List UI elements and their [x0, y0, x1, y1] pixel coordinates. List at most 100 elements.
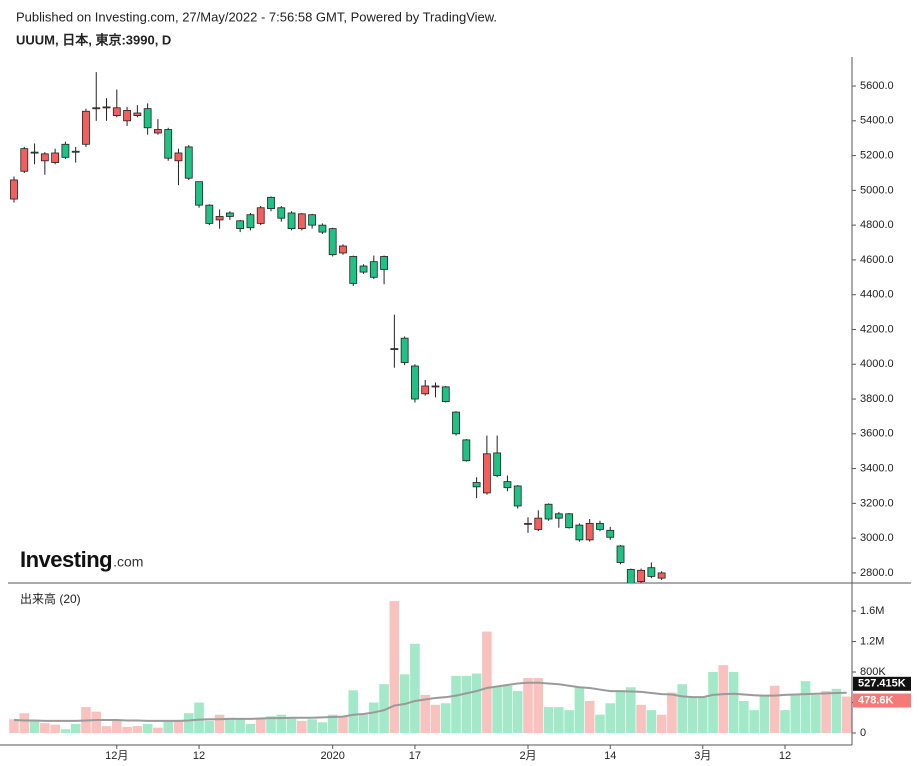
volume-bar — [780, 710, 790, 734]
y-tick-label: 2800.0 — [860, 567, 894, 579]
volume-bar — [769, 685, 780, 734]
volume-bar — [543, 707, 554, 734]
volume-bar — [194, 702, 204, 734]
volume-bar — [430, 704, 441, 734]
volume-bar — [338, 716, 348, 734]
volume-bar — [821, 691, 831, 734]
volume-bar — [533, 678, 544, 734]
volume-bar — [317, 722, 328, 734]
candle-body — [441, 386, 450, 403]
y-tick-label: 4800.0 — [860, 219, 894, 231]
volume-bar — [512, 691, 523, 734]
candle-body — [123, 109, 131, 122]
volume-bar — [132, 726, 143, 734]
x-tick-label: 12 — [193, 750, 205, 762]
ma-last-label-bg — [853, 676, 911, 691]
candle-body — [349, 256, 358, 284]
candle-body — [462, 439, 471, 462]
volume-bar — [749, 710, 759, 734]
volume-bar — [790, 694, 801, 734]
candle-body — [225, 212, 234, 217]
volume-bar — [70, 723, 81, 734]
volume-bar — [389, 601, 400, 734]
volume-bar — [153, 727, 163, 734]
volume-bar — [728, 672, 739, 734]
published-note: Published on Investing.com, 27/May/2022 … — [16, 9, 497, 24]
volume-bar — [183, 713, 194, 734]
volume-bar — [708, 672, 718, 734]
volume-bar — [482, 631, 492, 734]
candle-body — [472, 482, 481, 488]
candle-body — [647, 567, 656, 577]
volume-bar — [584, 700, 595, 734]
volume-bar — [502, 685, 513, 734]
candle-body — [82, 110, 90, 145]
candle-body — [554, 513, 563, 519]
volume-bar — [225, 717, 235, 734]
candle-body — [51, 152, 60, 163]
volume-bar — [759, 696, 770, 734]
candle-body — [380, 256, 388, 270]
candle-body — [452, 411, 460, 435]
y-tick-label: 5200.0 — [860, 149, 894, 161]
candle-body — [256, 207, 265, 224]
volume-bar — [348, 690, 359, 734]
candle-body — [585, 522, 594, 541]
x-tick-label: 12 — [779, 750, 791, 762]
volume-title: 出来高 (20) — [20, 592, 81, 606]
candle-body — [431, 385, 440, 388]
y-tick-label: 1.2M — [860, 635, 884, 647]
candle-body — [164, 129, 173, 159]
volume-bar — [276, 714, 287, 734]
volume-bar — [595, 714, 605, 734]
candle-body — [339, 245, 347, 254]
y-tick-label: 5600.0 — [860, 80, 894, 92]
volume-bar — [697, 697, 708, 734]
volume-bar — [307, 719, 317, 734]
volume-bar — [266, 716, 276, 734]
y-tick-label: 3000.0 — [860, 532, 894, 544]
volume-bar — [471, 673, 482, 734]
volume-last-label-bg — [853, 693, 911, 708]
y-tick-label: 4600.0 — [860, 254, 894, 266]
volume-bar — [554, 707, 564, 734]
volume-bar — [50, 724, 60, 734]
volume-bar — [615, 691, 626, 734]
candle-body — [40, 153, 49, 162]
volume-bar — [841, 696, 852, 734]
candle-body — [287, 212, 296, 230]
candle-body — [596, 522, 604, 530]
candle-body — [637, 569, 645, 583]
volume-bar — [91, 711, 102, 734]
ma-last-label: 527.415K — [858, 678, 906, 690]
volume-bar — [646, 710, 657, 734]
volume-bar — [40, 723, 50, 734]
candle-body — [61, 143, 70, 158]
y-tick-label: 4000.0 — [860, 358, 894, 370]
y-tick-label: 800K — [860, 666, 886, 678]
candle-body — [10, 179, 18, 200]
volume-bar — [811, 694, 821, 734]
volume-bar — [440, 703, 451, 734]
volume-bar — [29, 720, 40, 734]
volume-bar — [297, 720, 307, 734]
volume-bar — [163, 720, 173, 734]
x-tick-label: 2月 — [519, 750, 536, 762]
logo: Investing — [20, 547, 112, 572]
candle-body — [184, 146, 193, 179]
candle-body — [102, 106, 111, 109]
logo-suffix: .com — [113, 554, 143, 570]
volume-bar — [461, 675, 472, 734]
candle-body — [308, 214, 317, 226]
candle-body — [318, 224, 327, 233]
y-tick-label: 4400.0 — [860, 289, 894, 301]
y-tick-label: 0 — [860, 727, 866, 739]
price-plot — [10, 72, 666, 583]
candle-body — [205, 204, 214, 224]
volume-bar — [9, 719, 19, 734]
volume-bar — [327, 714, 338, 734]
volume-plot — [9, 601, 852, 734]
y-tick-label: 5400.0 — [860, 115, 894, 127]
candle-body — [174, 152, 183, 162]
